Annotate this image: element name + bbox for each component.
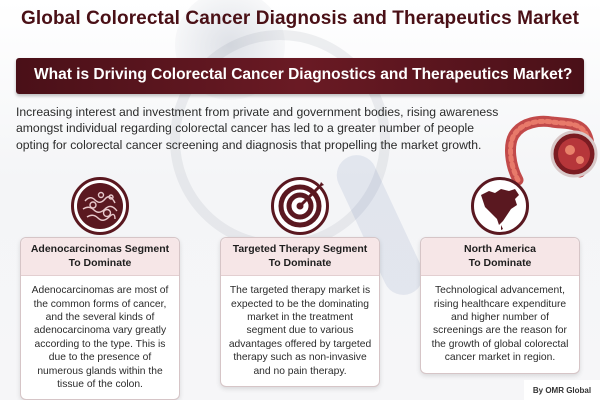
footer-credit: By OMR Global xyxy=(524,380,600,400)
card-heading-line1: North America xyxy=(464,243,536,255)
card-body: Technological advancement, rising health… xyxy=(431,285,569,364)
card-heading-line1: Adenocarcinomas Segment xyxy=(30,243,170,255)
question-banner: What is Driving Colorectal Cancer Diagno… xyxy=(16,58,584,94)
north-america-icon-badge xyxy=(471,177,529,235)
card-body: The targeted therapy market is expected … xyxy=(228,285,372,377)
targeted-therapy-card: Targeted Therapy Segment To Dominate The… xyxy=(220,237,380,387)
adenocarcinoma-icon-badge xyxy=(71,177,129,235)
card-heading: Adenocarcinomas Segment To Dominate xyxy=(21,238,179,277)
adenocarcinomas-card: Adenocarcinomas Segment To Dominate Aden… xyxy=(20,237,180,400)
card-heading-line1: Targeted Therapy Segment xyxy=(232,243,368,255)
north-america-map-icon xyxy=(481,189,519,230)
banner-text: What is Driving Colorectal Cancer Diagno… xyxy=(34,66,573,83)
page-title: Global Colorectal Cancer Diagnosis and T… xyxy=(20,8,579,29)
card-body: Adenocarcinomas are most of the common f… xyxy=(31,285,169,390)
card-heading: Targeted Therapy Segment To Dominate xyxy=(221,238,379,277)
card-heading: North America To Dominate xyxy=(421,238,579,277)
card-heading-line2: To Dominate xyxy=(68,256,132,269)
intro-paragraph: Increasing interest and investment from … xyxy=(16,105,499,152)
card-heading-line2: To Dominate xyxy=(468,256,532,269)
targeted-therapy-icon-badge xyxy=(271,177,329,235)
target-icon xyxy=(277,182,324,229)
north-america-card: North America To Dominate Technological … xyxy=(420,237,580,374)
colon-illustration-icon xyxy=(505,115,598,186)
card-heading-line2: To Dominate xyxy=(268,256,332,269)
cell-icon xyxy=(77,183,123,229)
